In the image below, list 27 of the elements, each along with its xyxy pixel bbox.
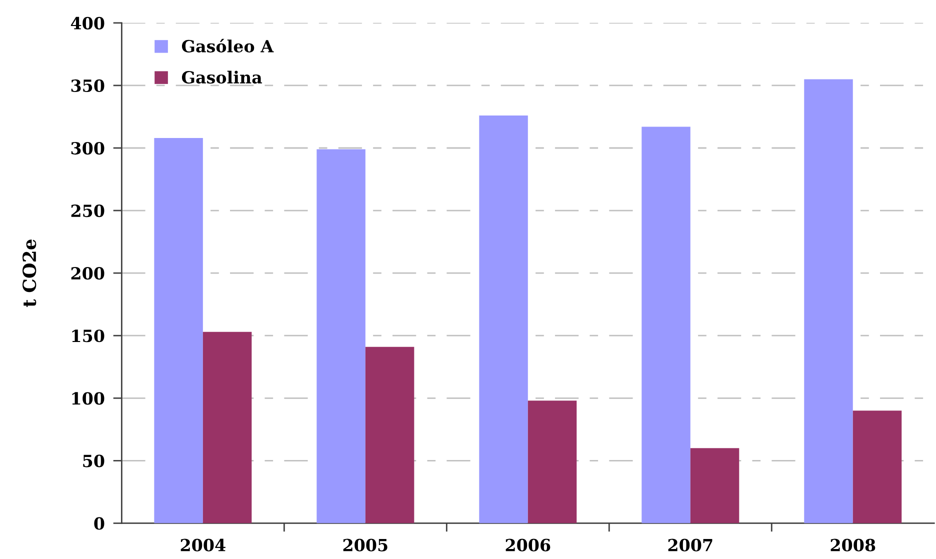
bar (642, 126, 690, 524)
bar (852, 410, 902, 524)
bar (202, 332, 252, 524)
x-tick-label: 2007 (668, 538, 712, 552)
bar (154, 138, 203, 524)
bar (528, 400, 577, 524)
bar (365, 346, 414, 524)
bar (316, 149, 366, 524)
x-tick-label: 2005 (343, 538, 388, 552)
y-tick-label: 300 (71, 142, 104, 155)
y-tick-label: 0 (94, 517, 104, 530)
y-tick-label: 100 (72, 392, 104, 405)
legend-label: Gasolina (182, 70, 262, 84)
x-tick-label: 2008 (830, 538, 876, 552)
y-tick-label: 250 (71, 204, 104, 218)
bar (690, 448, 740, 524)
y-tick-label: 50 (83, 454, 104, 468)
bar (479, 115, 528, 524)
y-axis-title: t CO2e (22, 240, 36, 308)
x-tick-label: 2006 (506, 538, 550, 552)
x-tick-label: 2004 (180, 538, 226, 552)
y-tick-label: 350 (71, 79, 104, 92)
legend-label: Gasóleo A (182, 38, 274, 52)
bar (804, 79, 853, 524)
y-tick-label: 400 (70, 16, 104, 30)
y-tick-label: 200 (71, 267, 104, 280)
y-tick-label: 150 (72, 330, 104, 342)
